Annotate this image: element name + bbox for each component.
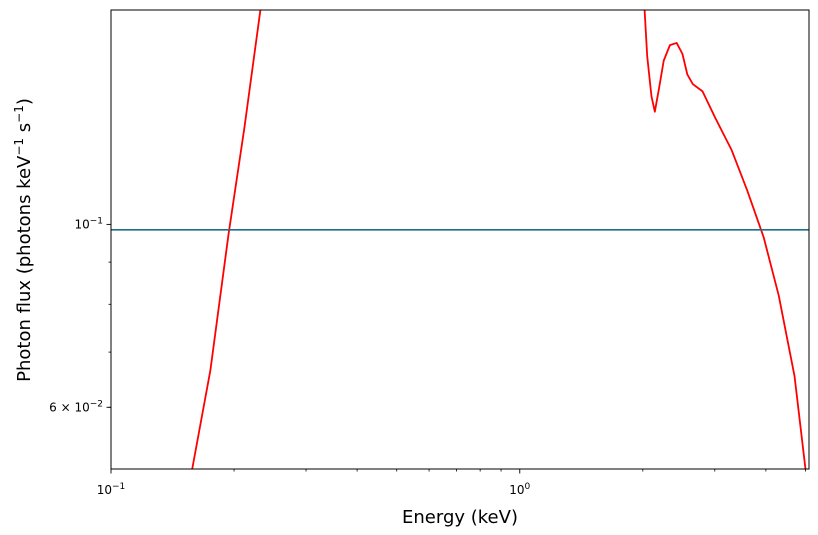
series-line-segment (643, 10, 807, 469)
series-group (111, 10, 809, 469)
y-tick-label: 10−1 (74, 216, 103, 231)
series-line-segment (191, 10, 262, 469)
y-axis-label: Photon flux (photons keV−1 s−1) (12, 98, 35, 382)
y-tick-label: 6 × 10−2 (49, 399, 103, 414)
plot-area: 10−1 100 10−1 6 × 10−2 (49, 9, 810, 497)
x-axis-label: Energy (keV) (402, 507, 518, 528)
axes-frame (110, 9, 810, 470)
x-tick-label: 100 (509, 482, 530, 497)
x-tick-label: 10−1 (97, 482, 126, 497)
